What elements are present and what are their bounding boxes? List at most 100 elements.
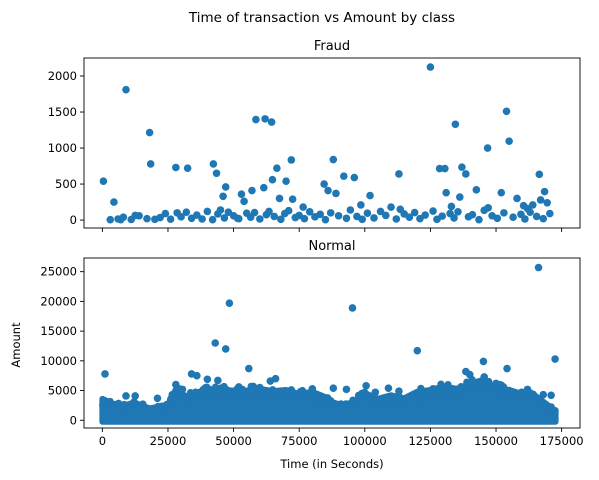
scatter-point (491, 391, 499, 399)
scatter-point (221, 183, 230, 191)
scatter-point (268, 175, 277, 184)
scatter-point (290, 395, 298, 403)
scatter-point (146, 160, 155, 168)
scatter-point (120, 400, 128, 409)
scatter-point (505, 137, 513, 145)
scatter-point (442, 188, 450, 197)
scatter-point (526, 208, 534, 216)
x-tick-label: 25000 (150, 434, 187, 448)
scatter-point (384, 384, 393, 392)
scatter-point (497, 381, 506, 390)
scatter-point (480, 373, 489, 381)
scatter-point (191, 393, 199, 401)
scatter-point (332, 189, 340, 198)
scatter-point (116, 215, 125, 224)
scatter-point (321, 215, 330, 224)
scatter-point (178, 385, 187, 394)
scatter-point (296, 393, 305, 402)
y-tick-label: 5000 (48, 384, 77, 398)
scatter-point (536, 196, 545, 204)
scatter-point (497, 188, 506, 197)
scatter-point (417, 384, 425, 392)
scatter-point (220, 382, 228, 391)
scatter-point (484, 204, 492, 212)
scatter-point (267, 118, 276, 126)
scatter-point (444, 392, 452, 400)
scatter-point (203, 375, 212, 384)
scatter-point (346, 206, 355, 214)
scatter-point (280, 393, 288, 401)
scatter-point (348, 304, 357, 312)
scatter-point (211, 383, 220, 391)
scatter-point (519, 391, 527, 400)
scatter-point (182, 208, 191, 216)
scatter-point (288, 195, 297, 203)
scatter-point (483, 144, 492, 152)
scatter-point (145, 128, 154, 137)
scatter-point (203, 207, 212, 216)
x-tick-label: 50000 (215, 434, 252, 448)
scatter-point (245, 364, 253, 373)
scatter-point (329, 155, 338, 164)
scatter-point (126, 403, 135, 412)
scatter-point (198, 215, 206, 223)
scatter-point (221, 345, 230, 353)
scatter-point (535, 170, 544, 179)
scatter-point (352, 398, 360, 406)
scatter-point (99, 177, 108, 185)
scatter-point (135, 403, 143, 411)
scatter-point (395, 387, 403, 395)
scatter-point (316, 394, 324, 402)
scatter-point (299, 203, 307, 211)
scatter-point (540, 187, 549, 196)
scatter-point (451, 120, 460, 129)
y-tick-label: 10000 (40, 354, 77, 368)
scatter-point (519, 201, 528, 210)
scatter-point (219, 192, 227, 201)
scatter-point (458, 163, 466, 171)
scatter-point (277, 215, 285, 224)
scatter-point (270, 212, 279, 221)
x-tick-label: 75000 (281, 434, 318, 448)
scatter-point (101, 370, 109, 378)
scatter-point (284, 206, 293, 215)
scatter-point (472, 186, 481, 194)
scatter-point (361, 388, 369, 396)
y-tick-label: 2000 (48, 69, 77, 83)
scatter-point (376, 207, 385, 216)
scatter-point (166, 215, 175, 224)
scatter-point (405, 213, 414, 221)
scatter-point (426, 63, 435, 71)
y-tick-label: 500 (55, 177, 77, 191)
scatter-point (99, 401, 107, 409)
scatter-point (475, 215, 483, 224)
scatter-point (413, 346, 422, 355)
y-tick-label: 15000 (40, 324, 77, 338)
scatter-point (172, 380, 180, 389)
figure-suptitle: Time of transaction vs Amount by class (188, 10, 455, 26)
scatter-point (438, 391, 447, 399)
x-axis-label: Time (in Seconds) (279, 457, 383, 471)
scatter-point (250, 208, 259, 217)
scatter-point (235, 383, 243, 391)
fraud-panel-title: Fraud (314, 39, 350, 54)
scatter-point (539, 402, 548, 410)
scatter-point (410, 208, 419, 217)
scatter-point (342, 214, 351, 223)
scatter-point (247, 393, 255, 402)
x-tick-label: 0 (99, 434, 106, 448)
scatter-point (547, 391, 555, 400)
scatter-point (447, 386, 456, 394)
scatter-point (441, 164, 449, 173)
scatter-point (447, 202, 456, 211)
x-tick-label: 125000 (408, 434, 452, 448)
scatter-point (484, 390, 492, 398)
scatter-point (316, 210, 324, 219)
scatter-point (261, 115, 269, 123)
scatter-point (156, 213, 164, 222)
scatter-point (370, 214, 378, 222)
scatter-point (395, 170, 403, 178)
scatter-point (271, 374, 280, 383)
scatter-point (247, 382, 255, 390)
